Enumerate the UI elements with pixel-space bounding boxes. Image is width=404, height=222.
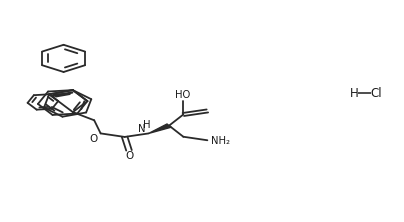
Text: NH₂: NH₂ bbox=[211, 136, 230, 146]
Text: O: O bbox=[126, 151, 134, 161]
Text: N: N bbox=[138, 124, 145, 134]
Text: H: H bbox=[143, 120, 150, 130]
Text: H: H bbox=[350, 87, 359, 100]
Text: Cl: Cl bbox=[371, 87, 382, 100]
Text: HO: HO bbox=[175, 90, 191, 100]
Polygon shape bbox=[149, 124, 171, 133]
Text: O: O bbox=[89, 134, 97, 144]
